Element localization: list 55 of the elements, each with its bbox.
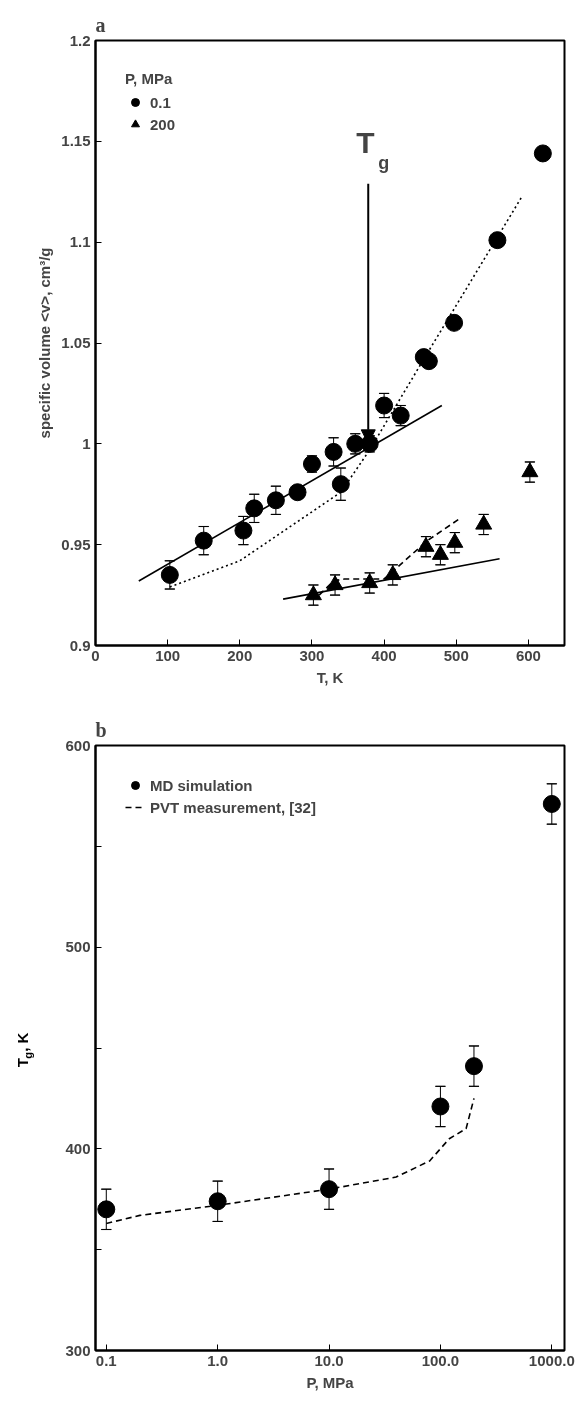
point: [445, 313, 464, 332]
legend-label: MD simulation: [150, 776, 253, 794]
y-tick-label: 1: [82, 434, 91, 452]
legend-label: 200: [150, 115, 176, 133]
point: [521, 462, 539, 478]
y-tick-label: 1.15: [61, 132, 91, 150]
point: [417, 536, 435, 552]
point: [346, 434, 365, 453]
x-tick-label: 1000.0: [528, 1351, 575, 1369]
y-tick-label: 1.2: [69, 31, 91, 49]
point: [419, 352, 438, 371]
point: [475, 514, 493, 530]
point: [391, 406, 410, 425]
x-tick-label: 0: [91, 646, 100, 664]
point: [488, 231, 507, 250]
point: [245, 499, 264, 518]
y-axis-title: specific volume <v>, cm³/g: [36, 247, 54, 439]
x-tick-label: 500: [443, 646, 469, 664]
legend-label: PVT measurement, [32]: [150, 798, 316, 816]
x-tick-label: 1.0: [207, 1351, 229, 1369]
legend-title: P, MPa: [125, 70, 174, 87]
x-tick-label: 400: [371, 646, 397, 664]
point: [266, 491, 285, 510]
x-tick-label: 10.0: [314, 1351, 344, 1369]
x-tick-label: 100.0: [421, 1351, 460, 1369]
y-tick-label: 600: [65, 736, 91, 754]
chart-title: a: [95, 13, 106, 36]
y-tick-label: 1.05: [61, 334, 91, 351]
point: [234, 521, 253, 540]
point: [533, 144, 552, 163]
x-tick-label: 300: [299, 646, 325, 664]
x-axis-title: P, MPa: [306, 1373, 355, 1391]
point: [288, 483, 307, 502]
legend-label: 0.1: [150, 93, 171, 111]
y-tick-label: 1.1: [69, 233, 91, 251]
x-tick-label: 200: [227, 646, 253, 664]
y-tick-label: 0.95: [61, 535, 91, 553]
point: [375, 396, 394, 415]
y-tick-label: 0.9: [69, 636, 91, 654]
point: [160, 565, 179, 584]
point: [331, 475, 350, 494]
x-tick-label: 0.1: [95, 1351, 117, 1369]
y-axis-title: Tg, K: [14, 1032, 34, 1068]
point: [324, 442, 343, 461]
x-tick-label: 600: [515, 646, 541, 664]
point: [194, 531, 213, 550]
point: [302, 455, 321, 473]
point: [446, 532, 464, 548]
point: [431, 545, 449, 560]
x-tick-label: 100: [155, 646, 181, 664]
annotation: Tg: [356, 126, 390, 174]
x-axis-title: T, K: [316, 668, 344, 686]
y-tick-label: 400: [65, 1139, 91, 1157]
y-tick-label: 500: [65, 938, 91, 956]
chart-title: b: [95, 718, 107, 741]
